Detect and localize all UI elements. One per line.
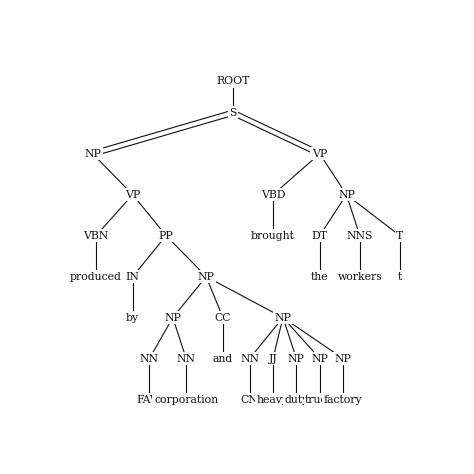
Text: NN: NN	[177, 354, 196, 364]
Text: by: by	[126, 312, 139, 323]
Text: NN: NN	[240, 354, 259, 364]
Text: VP: VP	[312, 149, 328, 159]
Text: S: S	[229, 108, 237, 118]
Text: PP: PP	[159, 231, 173, 241]
Text: duty: duty	[284, 394, 309, 404]
Text: NP: NP	[274, 312, 292, 323]
Text: NP: NP	[288, 354, 305, 364]
Text: FAW: FAW	[137, 394, 162, 404]
Text: NP: NP	[335, 354, 352, 364]
Text: VBD: VBD	[261, 190, 285, 200]
Text: VBN: VBN	[83, 231, 109, 241]
Text: brought: brought	[251, 231, 295, 241]
Text: CC: CC	[215, 312, 231, 323]
Text: factory: factory	[324, 394, 363, 404]
Text: NN: NN	[140, 354, 159, 364]
Text: heavy: heavy	[257, 394, 289, 404]
Text: truck: truck	[305, 394, 334, 404]
Text: T: T	[396, 231, 403, 241]
Text: ROOT: ROOT	[216, 76, 250, 86]
Text: the: the	[311, 272, 328, 282]
Text: JJ: JJ	[269, 354, 277, 364]
Text: corporation: corporation	[154, 394, 218, 404]
Text: t: t	[398, 272, 402, 282]
Text: workers: workers	[337, 272, 382, 282]
Text: NP: NP	[338, 190, 355, 200]
Text: NP: NP	[311, 354, 328, 364]
Text: NP: NP	[84, 149, 101, 159]
Text: IN: IN	[126, 272, 140, 282]
Text: and: and	[213, 354, 233, 364]
Text: CN: CN	[241, 394, 258, 404]
Text: produced: produced	[70, 272, 122, 282]
Text: NP: NP	[198, 272, 215, 282]
Text: VP: VP	[125, 190, 140, 200]
Text: DT: DT	[312, 231, 328, 241]
Text: NNS: NNS	[346, 231, 373, 241]
Text: NP: NP	[164, 312, 181, 323]
